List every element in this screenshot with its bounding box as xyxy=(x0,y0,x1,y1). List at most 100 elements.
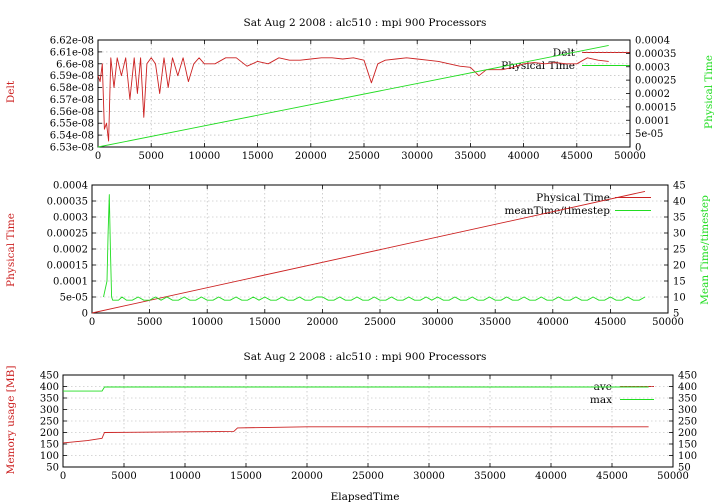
legend-1-physical-time-label: Physical Time xyxy=(501,60,575,72)
x-tick-label: 10000 xyxy=(169,471,201,482)
y2-tick-label: 35 xyxy=(673,213,686,224)
y2-tick-label: 200 xyxy=(678,428,697,439)
x-tick-label: 25000 xyxy=(348,151,380,162)
y-tick-label: 0.00025 xyxy=(47,229,88,240)
y-tick-label: 0.0001 xyxy=(53,277,88,288)
x-tick-label: 50000 xyxy=(614,151,646,162)
y2-tick-label: 400 xyxy=(678,382,697,393)
y-tick-label: 6.58e-08 xyxy=(50,83,94,94)
y-tick-label: 250 xyxy=(40,417,59,428)
legend-3-max-label: max xyxy=(590,394,612,406)
y2-tick-label: 0 xyxy=(635,143,641,154)
x-tick-label: 30000 xyxy=(401,151,433,162)
y2-tick-label: 0.00025 xyxy=(635,76,676,87)
x-tick-label: 10000 xyxy=(188,151,220,162)
y2-tick-label: 0.0001 xyxy=(635,116,670,127)
y2-tick-label: 20 xyxy=(673,261,686,272)
x-tick-label: 35000 xyxy=(479,317,511,328)
x-tick-label: 45000 xyxy=(596,471,628,482)
panel-3-ylabel: Memory usage [MB] xyxy=(5,366,17,475)
series-line-physical-time xyxy=(91,190,646,314)
y2-tick-label: 0.0004 xyxy=(635,36,670,47)
x-tick-label: 20000 xyxy=(291,471,323,482)
y2-tick-label: 0.00035 xyxy=(635,49,676,60)
x-tick-label: 35000 xyxy=(474,471,506,482)
y2-tick-label: 300 xyxy=(678,405,697,416)
y2-tick-label: 15 xyxy=(673,277,686,288)
y-tick-label: 5e-05 xyxy=(60,293,88,304)
y-tick-label: 450 xyxy=(40,371,59,382)
x-tick-label: 30000 xyxy=(422,317,454,328)
panel-1-title: Sat Aug 2 2008 : alc510 : mpi 900 Proces… xyxy=(244,17,487,29)
x-tick-label: 15000 xyxy=(249,317,281,328)
series-line-meantime-timestep xyxy=(103,194,646,301)
y-tick-label: 100 xyxy=(40,451,59,462)
y2-tick-label: 100 xyxy=(678,451,697,462)
y-tick-label: 6.53e-08 xyxy=(50,143,94,154)
y2-tick-label: 40 xyxy=(673,197,686,208)
y-tick-label: 6.55e-08 xyxy=(50,119,94,130)
x-tick-label: 5000 xyxy=(111,471,136,482)
y2-tick-label: 150 xyxy=(678,440,697,451)
x-tick-label: 0 xyxy=(89,317,95,328)
x-tick-label: 20000 xyxy=(295,151,327,162)
y2-tick-label: 250 xyxy=(678,417,697,428)
y-tick-label: 350 xyxy=(40,394,59,405)
series-line-ave xyxy=(62,426,649,444)
x-tick-label: 45000 xyxy=(594,317,626,328)
x-tick-label: 25000 xyxy=(352,471,384,482)
x-tick-label: 0 xyxy=(95,151,101,162)
panel-memory-usage: Sat Aug 2 2008 : alc510 : mpi 900 Proces… xyxy=(5,351,697,503)
y-tick-label: 6.6e-08 xyxy=(56,59,94,70)
y2-tick-label: 10 xyxy=(673,293,686,304)
y-tick-label: 0.00035 xyxy=(47,197,88,208)
x-tick-label: 50000 xyxy=(657,471,689,482)
series-line-physical-time xyxy=(97,44,609,148)
x-tick-label: 0 xyxy=(60,471,66,482)
y2-tick-label: 0.0003 xyxy=(635,62,670,73)
y2-tick-label: 0.00015 xyxy=(635,102,676,113)
panel-1-y2label: Physical Time xyxy=(703,55,715,129)
y-tick-label: 150 xyxy=(40,440,59,451)
y-tick-label: 6.56e-08 xyxy=(50,107,94,118)
panel-2-ylabel: Physical Time xyxy=(5,213,17,287)
y-tick-label: 6.61e-08 xyxy=(50,47,94,58)
x-tick-label: 10000 xyxy=(191,317,223,328)
x-tick-label: 45000 xyxy=(561,151,593,162)
y2-tick-label: 450 xyxy=(678,371,697,382)
x-tick-label: 20000 xyxy=(306,317,338,328)
panel-3-title: Sat Aug 2 2008 : alc510 : mpi 900 Proces… xyxy=(244,351,487,363)
legend-1-delt-label: Delt xyxy=(553,47,576,59)
x-tick-label: 40000 xyxy=(508,151,540,162)
y2-tick-label: 30 xyxy=(673,229,686,240)
y-tick-label: 0.00015 xyxy=(47,261,88,272)
x-tick-label: 15000 xyxy=(230,471,262,482)
y2-tick-label: 5 xyxy=(673,309,679,320)
x-tick-label: 30000 xyxy=(413,471,445,482)
panel-1-ylabel: Delt xyxy=(5,80,17,103)
series-line-delt xyxy=(97,57,609,142)
y-tick-label: 200 xyxy=(40,428,59,439)
panel-2-y2label: Mean Time/timestep xyxy=(699,195,711,305)
y2-tick-label: 5e-05 xyxy=(635,129,663,140)
x-tick-label: 35000 xyxy=(454,151,486,162)
y-tick-label: 0 xyxy=(82,309,88,320)
x-tick-label: 40000 xyxy=(537,317,569,328)
y-tick-label: 0.0004 xyxy=(53,181,88,192)
panel-delt-physical-time: Sat Aug 2 2008 : alc510 : mpi 900 Proces… xyxy=(5,17,715,162)
y-tick-label: 300 xyxy=(40,405,59,416)
y2-tick-label: 350 xyxy=(678,394,697,405)
x-tick-label: 50000 xyxy=(652,317,684,328)
series-line-max xyxy=(63,386,649,392)
y-tick-label: 0.0002 xyxy=(53,245,88,256)
x-tick-label: 5000 xyxy=(138,151,163,162)
y-tick-label: 50 xyxy=(46,463,59,474)
y2-tick-label: 0.0002 xyxy=(635,89,670,100)
y-tick-label: 6.54e-08 xyxy=(50,131,94,142)
y-tick-label: 6.62e-08 xyxy=(50,36,94,47)
x-tick-label: 40000 xyxy=(535,471,567,482)
x-tick-label: 15000 xyxy=(242,151,274,162)
panel-3-xlabel: ElapsedTime xyxy=(331,491,400,503)
panel-physical-time-mean-time: Physical Time Mean Time/timestep Physica… xyxy=(5,181,711,329)
y-tick-label: 0.0003 xyxy=(53,213,88,224)
